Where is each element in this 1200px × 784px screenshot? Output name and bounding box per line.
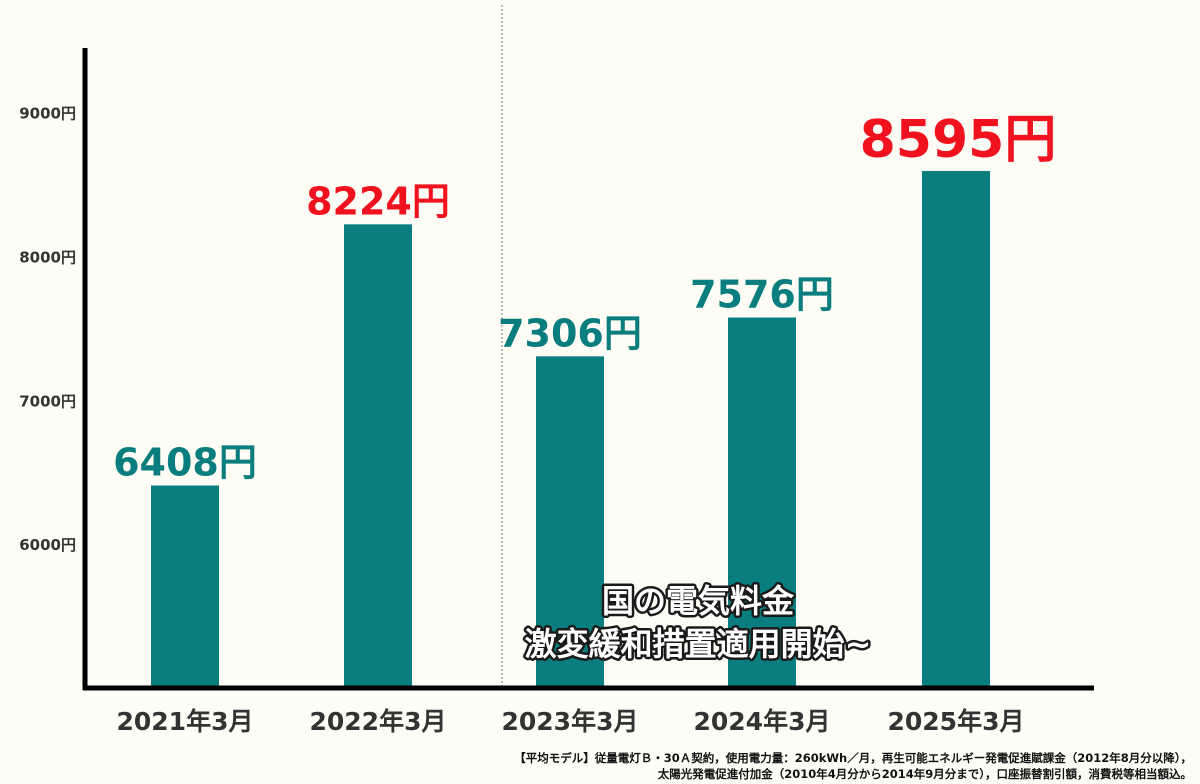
footnote-line-2: 太陽光発電促進付加金（2010年4月分から2014年9月分まで），口座振替割引額…: [657, 767, 1192, 781]
footnote-line-1: 【平均モデル】従量電灯Ｂ・30Ａ契約，使用電力量：260kWh／月，再生可能エネ…: [514, 751, 1192, 765]
data-label: 8595円: [860, 110, 1057, 170]
x-tick-label: 2022年3月: [310, 707, 447, 736]
y-tick-label: 6000円: [19, 536, 76, 554]
x-tick-label: 2023年3月: [502, 707, 639, 736]
x-tick-label: 2021年3月: [117, 707, 254, 736]
bar-2024年3月: [728, 317, 796, 688]
data-label: 7576円: [690, 273, 834, 317]
y-tick-label: 9000円: [19, 105, 76, 123]
bar-2023年3月: [536, 356, 604, 688]
data-label: 7306円: [498, 311, 642, 355]
y-tick-label: 8000円: [19, 249, 76, 267]
data-label: 8224円: [306, 179, 450, 223]
x-tick-label: 2025年3月: [888, 707, 1025, 736]
bar-2025年3月: [922, 170, 990, 688]
annotation-line-2: 激変緩和措置適用開始~: [525, 625, 872, 663]
bar-2021年3月: [151, 485, 219, 688]
data-label: 6408円: [113, 441, 257, 485]
y-tick-label: 7000円: [19, 392, 76, 410]
annotation-line-1: 国の電気料金: [602, 582, 795, 620]
bar-2022年3月: [344, 224, 412, 688]
x-tick-label: 2024年3月: [694, 707, 831, 736]
